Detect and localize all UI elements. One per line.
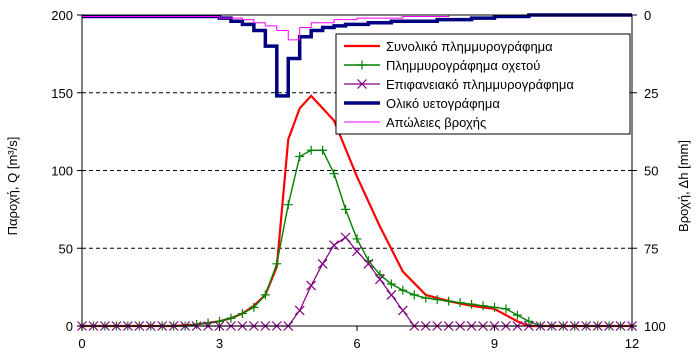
x-marker	[294, 305, 305, 316]
y-tick-label: 200	[51, 8, 73, 23]
plus-marker	[260, 290, 270, 300]
legend-box	[335, 33, 631, 135]
y2-tick-label: 100	[644, 319, 666, 334]
plus-marker	[490, 302, 499, 312]
y2-tick-label: 50	[644, 164, 658, 179]
x-tick-label: 12	[625, 336, 639, 351]
legend-label: Συνολικό πλημμυρογράφημα	[386, 39, 553, 54]
x-tick-label: 6	[353, 336, 360, 351]
plus-marker	[512, 310, 522, 320]
legend-entry: Επιφανειακό πλημμυρογράφημα	[344, 77, 574, 92]
series-3	[82, 13, 632, 98]
x-marker	[306, 280, 317, 291]
axis-ticks: 0 50 100 150 200 0 25 50 75 100 0 3 6 9 12	[51, 8, 665, 351]
x-marker	[357, 79, 367, 89]
series-1	[77, 145, 637, 331]
series-line	[82, 14, 632, 41]
plus-marker	[272, 259, 282, 269]
x-marker	[386, 289, 397, 300]
x-tick-label: 0	[78, 336, 85, 351]
plus-marker	[283, 200, 293, 210]
series-line	[82, 13, 632, 98]
legend: Συνολικό πλημμυρογράφημα Πλημμυρογράφημα …	[335, 33, 631, 135]
plus-marker	[398, 285, 408, 295]
legend-entry: Απώλειες βροχής	[344, 115, 486, 130]
plus-marker	[478, 301, 488, 311]
series-4	[82, 14, 632, 41]
plus-marker	[226, 313, 236, 323]
x-marker	[352, 246, 362, 257]
plus-marker	[357, 60, 367, 70]
plus-marker	[444, 296, 454, 306]
y2-tick-label: 0	[644, 8, 651, 23]
x-marker	[340, 232, 351, 243]
legend-entry: Πλημμυρογράφημα οχετού	[344, 58, 540, 73]
x-marker	[374, 274, 385, 285]
plus-marker	[467, 299, 477, 309]
plus-marker	[501, 304, 511, 314]
plus-marker	[249, 302, 259, 312]
plus-marker	[409, 290, 419, 300]
plus-marker	[432, 295, 442, 305]
legend-entry: Συνολικό πλημμυρογράφημα	[344, 39, 553, 54]
plus-marker	[295, 152, 305, 162]
y-tick-label: 0	[66, 319, 73, 334]
legend-label: Ολικό υετογράφημα	[386, 96, 500, 111]
x-marker	[329, 240, 340, 251]
plus-marker	[421, 293, 431, 303]
plus-marker	[318, 145, 328, 155]
plus-marker	[341, 204, 351, 214]
plus-marker	[455, 298, 465, 308]
plus-marker	[306, 145, 316, 155]
y-axis-label: Παροχή, Q [m³/s]	[5, 137, 20, 236]
x-tick-label: 9	[491, 336, 498, 351]
y2-tick-label: 75	[644, 241, 658, 256]
x-marker	[397, 305, 408, 316]
legend-label: Επιφανειακό πλημμυρογράφημα	[386, 77, 574, 92]
plus-marker	[329, 169, 339, 179]
series-2	[77, 232, 637, 331]
x-marker	[317, 258, 328, 269]
plus-marker	[352, 234, 362, 244]
x-tick-label: 3	[216, 336, 223, 351]
y2-axis-label: Βροχή, Δh [mm]	[676, 140, 691, 232]
y2-tick-label: 25	[644, 86, 658, 101]
legend-entry: Ολικό υετογράφημα	[344, 96, 500, 111]
plus-marker	[237, 309, 247, 319]
x-marker	[363, 258, 374, 269]
y-tick-label: 50	[59, 241, 73, 256]
legend-label: Απώλειες βροχής	[386, 115, 486, 130]
plus-marker	[192, 319, 202, 329]
y-tick-label: 150	[51, 86, 73, 101]
y-tick-label: 100	[51, 164, 73, 179]
plus-marker	[524, 316, 534, 326]
plus-marker	[386, 279, 396, 289]
plus-marker	[215, 316, 224, 326]
legend-label: Πλημμυρογράφημα οχετού	[386, 58, 540, 73]
